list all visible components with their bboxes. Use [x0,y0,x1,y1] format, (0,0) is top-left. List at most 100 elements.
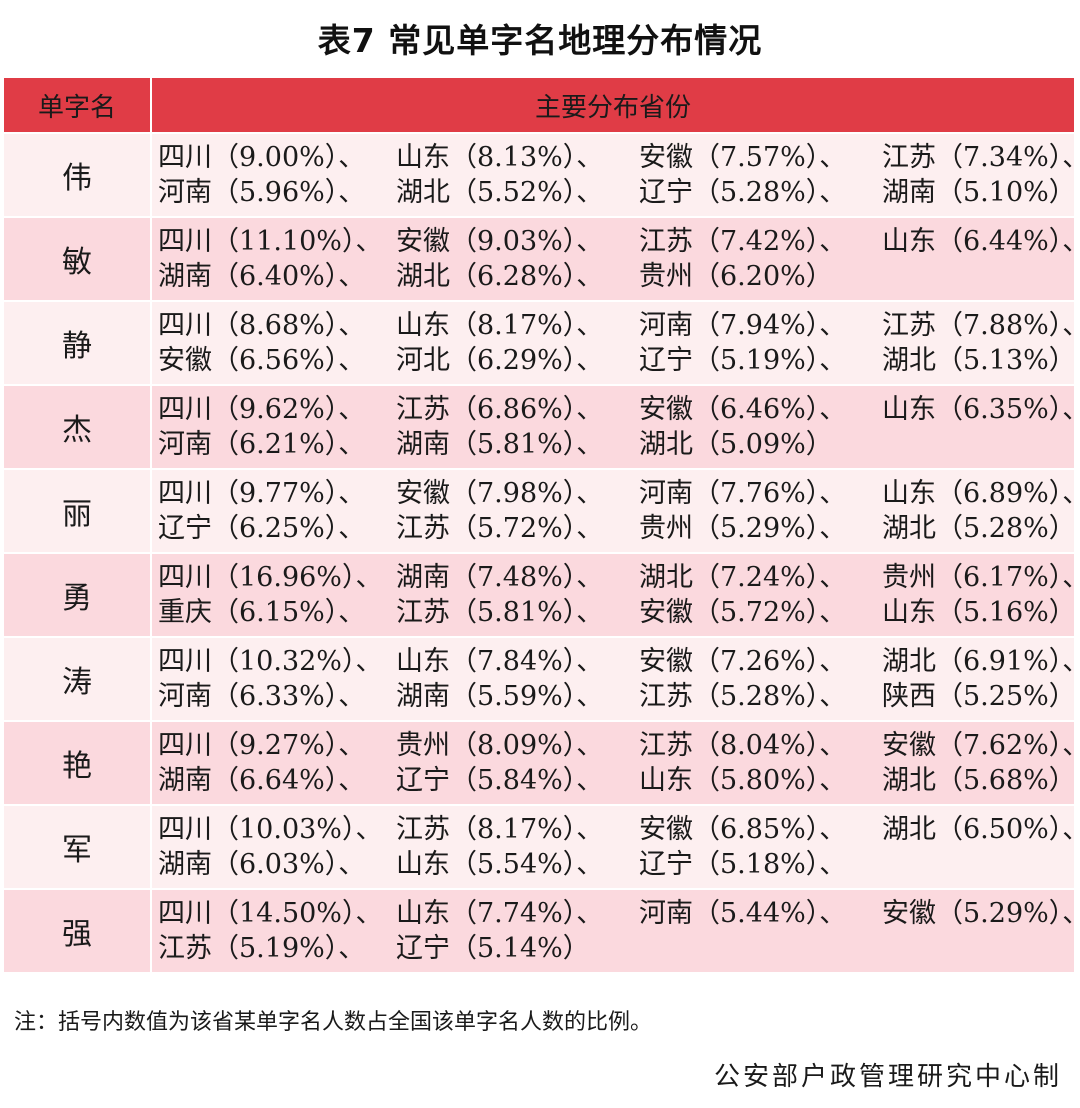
distribution-cell: 四川（8.68%）、 山东（8.17%）、 河南（7.94%）、 江苏（7.88%）、… [150,300,1080,386]
province-share: 安徽（6.46%）、 [639,394,847,425]
province-share: 安徽（7.26%）、 [639,646,847,677]
distribution-cell: 四川（9.77%）、 安徽（7.98%）、 河南（7.76%）、 山东（6.89%）、… [150,468,1080,554]
province-share: 辽宁（5.28%）、 [639,177,847,208]
province-share: 辽宁（5.14%） [396,933,590,964]
province-share: 山东（6.89%）、 [882,478,1080,509]
province-share: 山东（6.44%）、 [882,226,1080,257]
province-share: 湖北（5.28%） [882,513,1076,544]
single-name-cell: 涛 [2,636,152,722]
province-share: 山东（8.17%）、 [396,310,604,341]
province-share: 辽宁（6.25%）、 [158,513,366,544]
header-name: 单字名 [2,76,152,134]
province-share: 江苏（8.04%）、 [639,730,847,761]
province-share: 河北（6.29%）、 [396,345,604,376]
province-share: 河南（7.94%）、 [639,310,847,341]
distribution-line: 四川（9.00%）、 山东（8.13%）、 安徽（7.57%）、 江苏（7.34%）、 [158,140,1080,175]
province-share: 四川（10.03%）、 [158,814,383,845]
province-share: 四川（14.50%）、 [158,898,383,929]
province-share: 辽宁（5.84%）、 [396,765,604,796]
single-name-cell: 伟 [2,132,152,218]
distribution-cell: 四川（9.00%）、 山东（8.13%）、 安徽（7.57%）、 江苏（7.34%）、… [150,132,1080,218]
province-share: 安徽（5.72%）、 [639,597,847,628]
province-share: 重庆（6.15%）、 [158,597,366,628]
province-share: 山东（7.84%）、 [396,646,604,677]
distribution-cell: 四川（9.62%）、 江苏（6.86%）、 安徽（6.46%）、 山东（6.35%）、… [150,384,1080,470]
province-share: 江苏（7.88%）、 [882,310,1080,341]
single-name-cell: 静 [2,300,152,386]
province-share: 四川（9.77%）、 [158,478,366,509]
province-share: 四川（8.68%）、 [158,310,366,341]
distribution-line: 辽宁（6.25%）、 江苏（5.72%）、 贵州（5.29%）、 湖北（5.28%） [158,511,1076,546]
province-share: 湖南（6.64%）、 [158,765,366,796]
province-share: 湖北（5.13%） [882,345,1076,376]
province-share: 湖南（5.10%） [882,177,1076,208]
province-share: 安徽（7.62%）、 [882,730,1080,761]
province-share: 安徽（9.03%）、 [396,226,604,257]
province-share: 四川（11.10%）、 [158,226,383,257]
province-share: 贵州（6.20%） [639,261,833,292]
province-share: 江苏（5.28%）、 [639,681,847,712]
province-share: 湖南（5.81%）、 [396,429,604,460]
distribution-line: 四川（16.96%）、 湖南（7.48%）、 湖北（7.24%）、 贵州（6.17%）… [158,560,1080,595]
province-share: 湖北（5.52%）、 [396,177,604,208]
table-row: 静四川（8.68%）、 山东（8.17%）、 河南（7.94%）、 江苏（7.88%）… [2,300,1080,386]
distribution-line: 四川（14.50%）、 山东（7.74%）、 河南（5.44%）、 安徽（5.29%）… [158,896,1080,931]
province-share: 四川（16.96%）、 [158,562,383,593]
province-share: 山东（8.13%）、 [396,142,604,173]
province-share: 安徽（7.98%）、 [396,478,604,509]
distribution-line: 安徽（6.56%）、 河北（6.29%）、 辽宁（5.19%）、 湖北（5.13%） [158,343,1076,378]
table-row: 敏四川（11.10%）、 安徽（9.03%）、 江苏（7.42%）、 山东（6.44%… [2,216,1080,302]
distribution-line: 湖南（6.03%）、 山东（5.54%）、 辽宁（5.18%）、 [158,847,1074,882]
province-share: 湖北（6.91%）、 [882,646,1080,677]
table-row: 伟四川（9.00%）、 山东（8.13%）、 安徽（7.57%）、 江苏（7.34%）… [2,132,1080,218]
footnote: 注：括号内数值为该省某单字名人数占全国该单字名人数的比例。 [14,1010,653,1035]
province-share: 山东（7.74%）、 [396,898,604,929]
province-share: 河南（7.76%）、 [639,478,847,509]
province-share: 江苏（5.81%）、 [396,597,604,628]
province-share: 四川（9.62%）、 [158,394,366,425]
table-row: 艳四川（9.27%）、 贵州（8.09%）、 江苏（8.04%）、 安徽（7.62%）… [2,720,1080,806]
distribution-cell: 四川（10.32%）、 山东（7.84%）、 安徽（7.26%）、 湖北（6.91%）… [150,636,1080,722]
province-share: 山东（5.80%）、 [639,765,847,796]
page-title: 表7 常见单字名地理分布情况 [317,21,763,60]
distribution-line: 江苏（5.19%）、 辽宁（5.14%） [158,931,1074,966]
table-header-row: 单字名 主要分布省份 [2,76,1076,134]
province-share: 山东（6.35%）、 [882,394,1080,425]
province-share: 江苏（7.34%）、 [882,142,1080,173]
province-share: 河南（6.21%）、 [158,429,366,460]
distribution-line: 河南（6.33%）、 湖南（5.59%）、 江苏（5.28%）、 陕西（5.25%） [158,679,1076,714]
header-distribution: 主要分布省份 [150,76,1076,134]
table-row: 军四川（10.03%）、 江苏（8.17%）、 安徽（6.85%）、 湖北（6.50%… [2,804,1080,890]
table-row: 勇四川（16.96%）、 湖南（7.48%）、 湖北（7.24%）、 贵州（6.17%… [2,552,1080,638]
province-share: 贵州（8.09%）、 [396,730,604,761]
province-share: 四川（9.27%）、 [158,730,366,761]
name-distribution-table: 单字名 主要分布省份 伟四川（9.00%）、 山东（8.13%）、 安徽（7.57%… [2,76,1080,974]
province-share: 山东（5.54%）、 [396,849,604,880]
distribution-line: 四川（9.62%）、 江苏（6.86%）、 安徽（6.46%）、 山东（6.35%）、 [158,392,1080,427]
province-share: 江苏（5.72%）、 [396,513,604,544]
distribution-line: 四川（9.77%）、 安徽（7.98%）、 河南（7.76%）、 山东（6.89%）、 [158,476,1080,511]
province-share: 湖北（6.50%）、 [882,814,1080,845]
province-share: 河南（6.33%）、 [158,681,366,712]
province-share: 辽宁（5.18%）、 [639,849,847,880]
province-share: 四川（9.00%）、 [158,142,366,173]
province-share: 湖北（5.09%） [639,429,833,460]
province-share: 江苏（6.86%）、 [396,394,604,425]
province-share: 山东（5.16%） [882,597,1076,628]
distribution-cell: 四川（10.03%）、 江苏（8.17%）、 安徽（6.85%）、 湖北（6.50%）… [150,804,1080,890]
distribution-line: 四川（10.32%）、 山东（7.84%）、 安徽（7.26%）、 湖北（6.91%）… [158,644,1080,679]
province-share: 安徽（6.56%）、 [158,345,366,376]
province-share: 安徽（7.57%）、 [639,142,847,173]
distribution-line: 重庆（6.15%）、 江苏（5.81%）、 安徽（5.72%）、 山东（5.16%） [158,595,1076,630]
province-share: 河南（5.44%）、 [639,898,847,929]
table-row: 强四川（14.50%）、 山东（7.74%）、 河南（5.44%）、 安徽（5.29%… [2,888,1080,974]
table-row: 杰四川（9.62%）、 江苏（6.86%）、 安徽（6.46%）、 山东（6.35%）… [2,384,1080,470]
province-share: 贵州（6.17%）、 [882,562,1080,593]
single-name-cell: 强 [2,888,152,974]
province-share: 辽宁（5.19%）、 [639,345,847,376]
province-share: 湖南（6.03%）、 [158,849,366,880]
province-share: 江苏（5.19%）、 [158,933,366,964]
province-share: 湖北（7.24%）、 [639,562,847,593]
province-share: 四川（10.32%）、 [158,646,383,677]
single-name-cell: 丽 [2,468,152,554]
